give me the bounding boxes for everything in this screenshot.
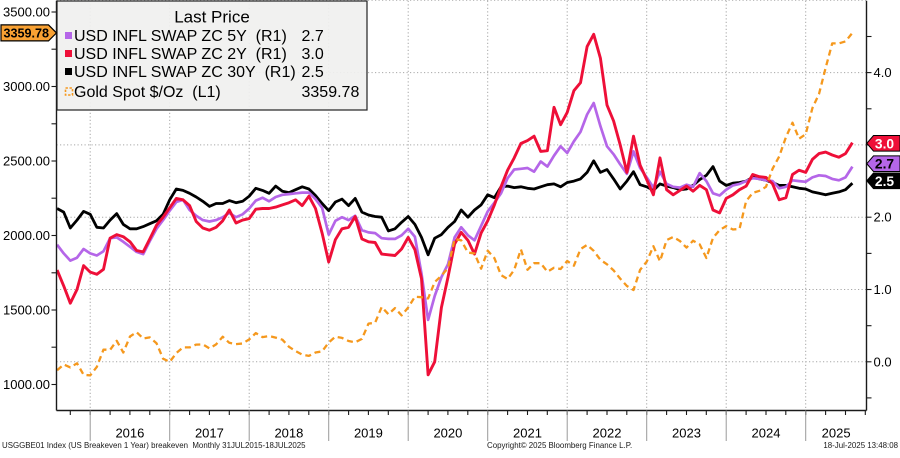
svg-text:3.0: 3.0 bbox=[302, 46, 324, 63]
svg-text:2019: 2019 bbox=[354, 426, 383, 441]
svg-text:2024: 2024 bbox=[752, 426, 781, 441]
svg-text:1000.00: 1000.00 bbox=[3, 377, 50, 392]
svg-text:2025: 2025 bbox=[822, 426, 851, 441]
svg-text:1500.00: 1500.00 bbox=[3, 303, 50, 318]
svg-text:2000.00: 2000.00 bbox=[3, 228, 50, 243]
svg-text:2.7: 2.7 bbox=[875, 157, 895, 172]
svg-text:3500.00: 3500.00 bbox=[3, 5, 50, 20]
svg-text:3.0: 3.0 bbox=[875, 136, 895, 151]
svg-text:Last Price: Last Price bbox=[174, 8, 250, 27]
svg-text:USD INFL SWAP ZC 2Y (R1): USD INFL SWAP ZC 2Y (R1) bbox=[74, 46, 287, 63]
svg-text:USGGBE01 Index (US Breakeven 1: USGGBE01 Index (US Breakeven 1 Year) bre… bbox=[2, 441, 306, 450]
svg-text:2016: 2016 bbox=[115, 426, 144, 441]
svg-text:2018: 2018 bbox=[274, 426, 303, 441]
svg-text:Gold Spot $/Oz (L1): Gold Spot $/Oz (L1) bbox=[74, 84, 221, 101]
svg-text:18-Jul-2025 13:48:08: 18-Jul-2025 13:48:08 bbox=[823, 441, 898, 450]
svg-text:USD INFL SWAP ZC 30Y (R1): USD INFL SWAP ZC 30Y (R1) bbox=[74, 64, 296, 81]
svg-text:2023: 2023 bbox=[672, 426, 701, 441]
svg-text:2500.00: 2500.00 bbox=[3, 154, 50, 169]
svg-text:2.5: 2.5 bbox=[302, 64, 324, 81]
svg-text:3359.78: 3359.78 bbox=[302, 84, 360, 101]
svg-text:0.0: 0.0 bbox=[874, 354, 892, 369]
svg-text:2.7: 2.7 bbox=[302, 28, 324, 45]
svg-text:2020: 2020 bbox=[433, 426, 462, 441]
svg-text:2021: 2021 bbox=[513, 426, 542, 441]
svg-text:3359.78: 3359.78 bbox=[4, 27, 50, 41]
svg-text:3000.00: 3000.00 bbox=[3, 79, 50, 94]
svg-text:2.5: 2.5 bbox=[875, 174, 895, 189]
svg-text:2017: 2017 bbox=[195, 426, 224, 441]
svg-text:USD INFL SWAP ZC 5Y (R1): USD INFL SWAP ZC 5Y (R1) bbox=[74, 28, 287, 45]
svg-text:1.0: 1.0 bbox=[874, 282, 892, 297]
svg-text:4.0: 4.0 bbox=[874, 65, 892, 80]
svg-text:Copyright© 2025 Bloomberg Fina: Copyright© 2025 Bloomberg Finance L.P. bbox=[487, 441, 632, 450]
svg-text:2.0: 2.0 bbox=[874, 210, 892, 225]
svg-text:2022: 2022 bbox=[593, 426, 622, 441]
